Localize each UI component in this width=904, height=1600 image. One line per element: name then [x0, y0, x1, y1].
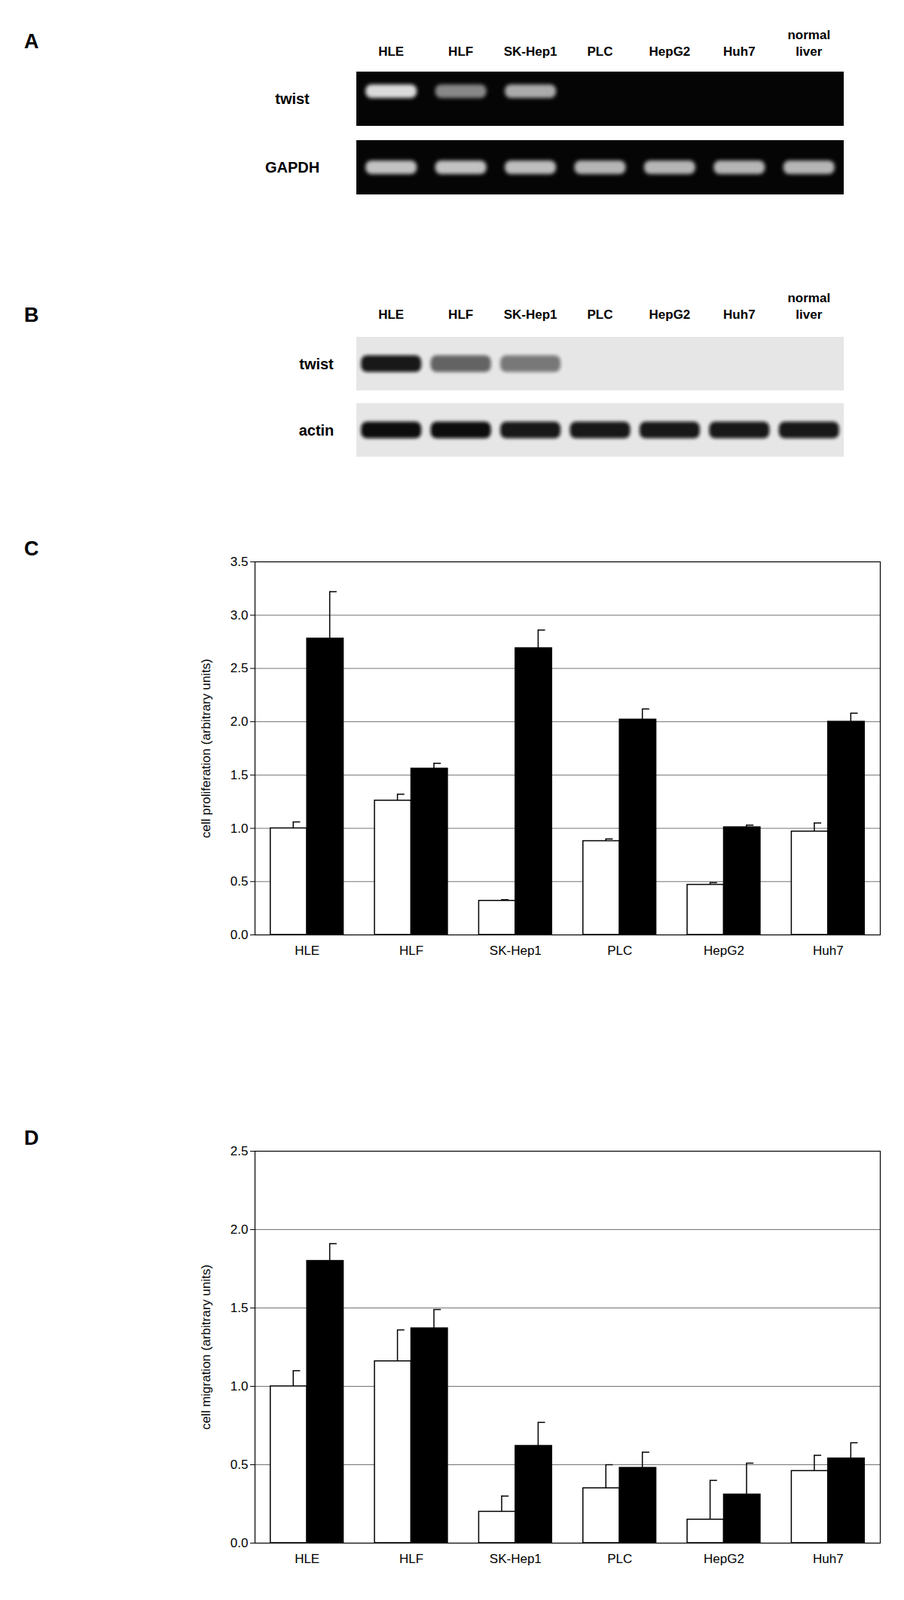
svg-text:HLF: HLF: [448, 307, 474, 322]
html-text:C: C: [24, 537, 39, 560]
svg-text:PLC: PLC: [587, 307, 614, 322]
svg-text:2.5: 2.5: [230, 1143, 249, 1158]
svg-text:0.0: 0.0: [230, 927, 249, 942]
svg-text:0.5: 0.5: [230, 1456, 249, 1472]
svg-text:HepG2: HepG2: [703, 943, 745, 958]
svg-text:twist: twist: [299, 355, 334, 373]
svg-text:0.5: 0.5: [230, 873, 249, 889]
svg-text:HepG2: HepG2: [703, 1551, 745, 1566]
svg-text:3.5: 3.5: [230, 554, 249, 569]
svg-text:actin: actin: [299, 421, 335, 439]
svg-text:0.0: 0.0: [230, 1535, 249, 1550]
svg-text:HLE: HLE: [378, 307, 404, 322]
svg-text:HLE: HLE: [294, 1551, 320, 1566]
svg-text:SK-Hep1: SK-Hep1: [503, 307, 558, 322]
svg-text:1.5: 1.5: [230, 1300, 249, 1315]
svg-text:cell migration (arbitrary unit: cell migration (arbitrary units): [198, 1264, 214, 1430]
html-text:D: D: [24, 1126, 39, 1149]
svg-text:1.0: 1.0: [230, 821, 249, 836]
svg-text:HLF: HLF: [399, 1551, 424, 1566]
svg-text:HLF: HLF: [448, 44, 474, 59]
svg-text:HLE: HLE: [294, 943, 320, 958]
svg-text:Huh7: Huh7: [723, 307, 756, 322]
svg-text:2.0: 2.0: [230, 714, 249, 729]
svg-text:SK-Hep1: SK-Hep1: [489, 943, 542, 958]
svg-text:HLE: HLE: [378, 44, 404, 59]
svg-text:SK-Hep1: SK-Hep1: [489, 1551, 542, 1566]
svg-text:1.0: 1.0: [230, 1378, 249, 1393]
svg-text:2.5: 2.5: [230, 660, 249, 675]
svg-text:normalliver: normalliver: [787, 27, 831, 59]
svg-text:normalliver: normalliver: [787, 290, 831, 322]
svg-text:PLC: PLC: [607, 943, 633, 958]
svg-text:PLC: PLC: [607, 1551, 633, 1566]
svg-text:Huh7: Huh7: [723, 44, 756, 59]
svg-text:3.0: 3.0: [230, 607, 249, 623]
svg-text:GAPDH: GAPDH: [265, 158, 320, 176]
svg-text:HepG2: HepG2: [649, 307, 691, 322]
svg-text:1.5: 1.5: [230, 767, 249, 782]
svg-text:2.0: 2.0: [230, 1221, 249, 1237]
html-text:B: B: [24, 303, 39, 327]
svg-text:Huh7: Huh7: [812, 943, 844, 958]
svg-text:SK-Hep1: SK-Hep1: [503, 44, 558, 59]
svg-text:HLF: HLF: [399, 943, 424, 958]
svg-text:HepG2: HepG2: [649, 44, 691, 59]
html-text:A: A: [24, 30, 39, 53]
svg-text:twist: twist: [274, 90, 310, 107]
svg-text:PLC: PLC: [587, 44, 614, 59]
svg-text:Huh7: Huh7: [812, 1551, 844, 1566]
svg-text:cell proliferation (arbitrary: cell proliferation (arbitrary units): [198, 658, 214, 838]
